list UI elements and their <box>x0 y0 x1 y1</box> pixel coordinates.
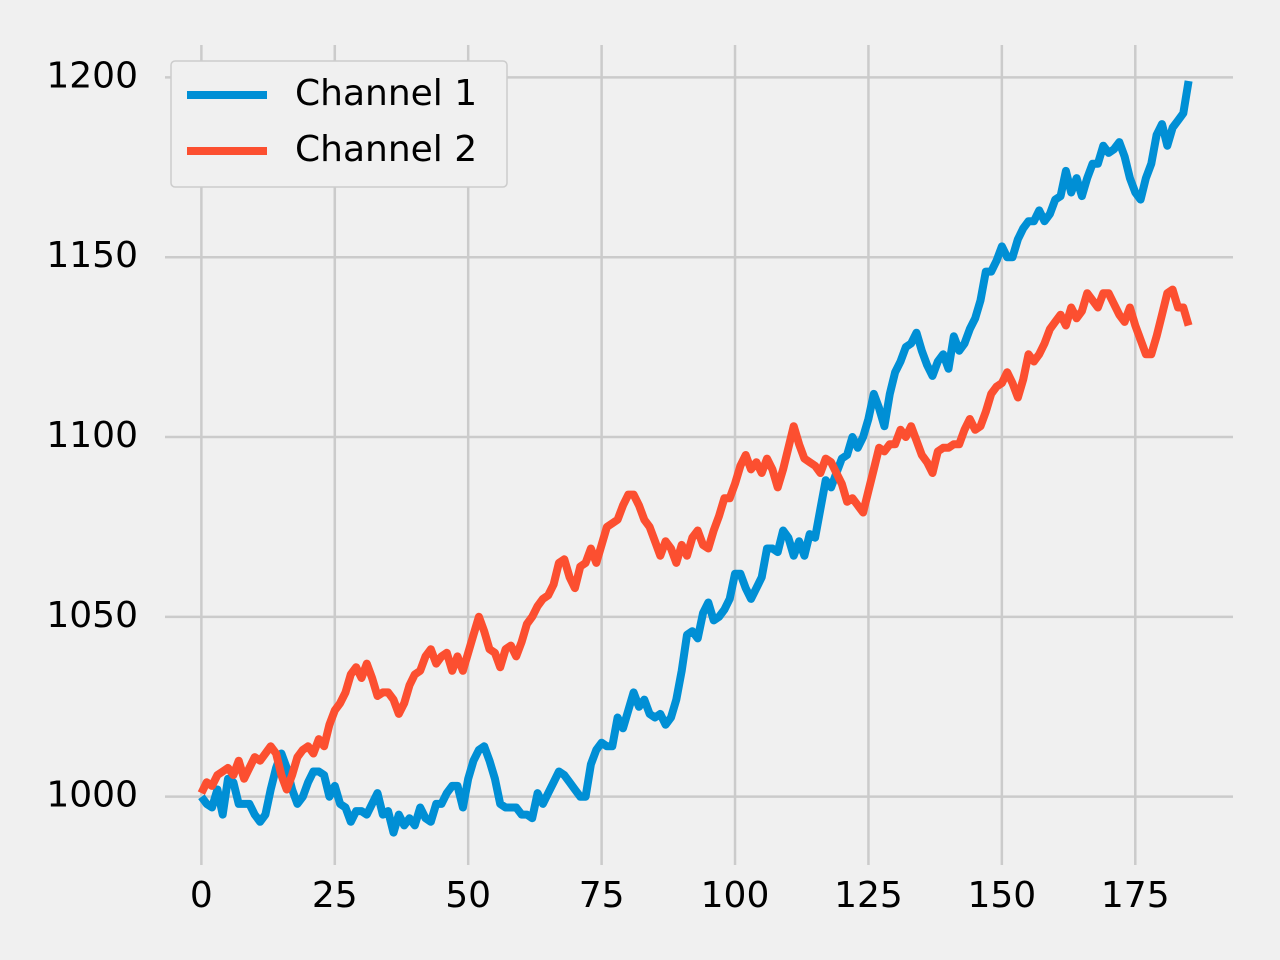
y-tick-label: 1050 <box>46 595 138 636</box>
y-tick-label: 1150 <box>46 235 138 276</box>
x-tick-label: 125 <box>834 875 903 916</box>
x-tick-label: 25 <box>312 875 358 916</box>
x-tick-label: 100 <box>701 875 770 916</box>
x-tick-label: 175 <box>1101 875 1170 916</box>
series-line <box>198 80 1193 837</box>
legend: Channel 1 Channel 2 <box>170 60 508 188</box>
x-tick-label: 50 <box>445 875 491 916</box>
x-tick-label: 75 <box>579 875 625 916</box>
y-tick-label: 1000 <box>46 775 138 816</box>
legend-label: Channel 2 <box>295 129 477 170</box>
legend-label: Channel 1 <box>295 73 477 114</box>
y-tick-label: 1200 <box>46 55 138 96</box>
x-tick-label: 150 <box>967 875 1036 916</box>
y-tick-label: 1100 <box>46 415 138 456</box>
x-tick-label: 0 <box>190 875 213 916</box>
series-line <box>197 285 1193 795</box>
